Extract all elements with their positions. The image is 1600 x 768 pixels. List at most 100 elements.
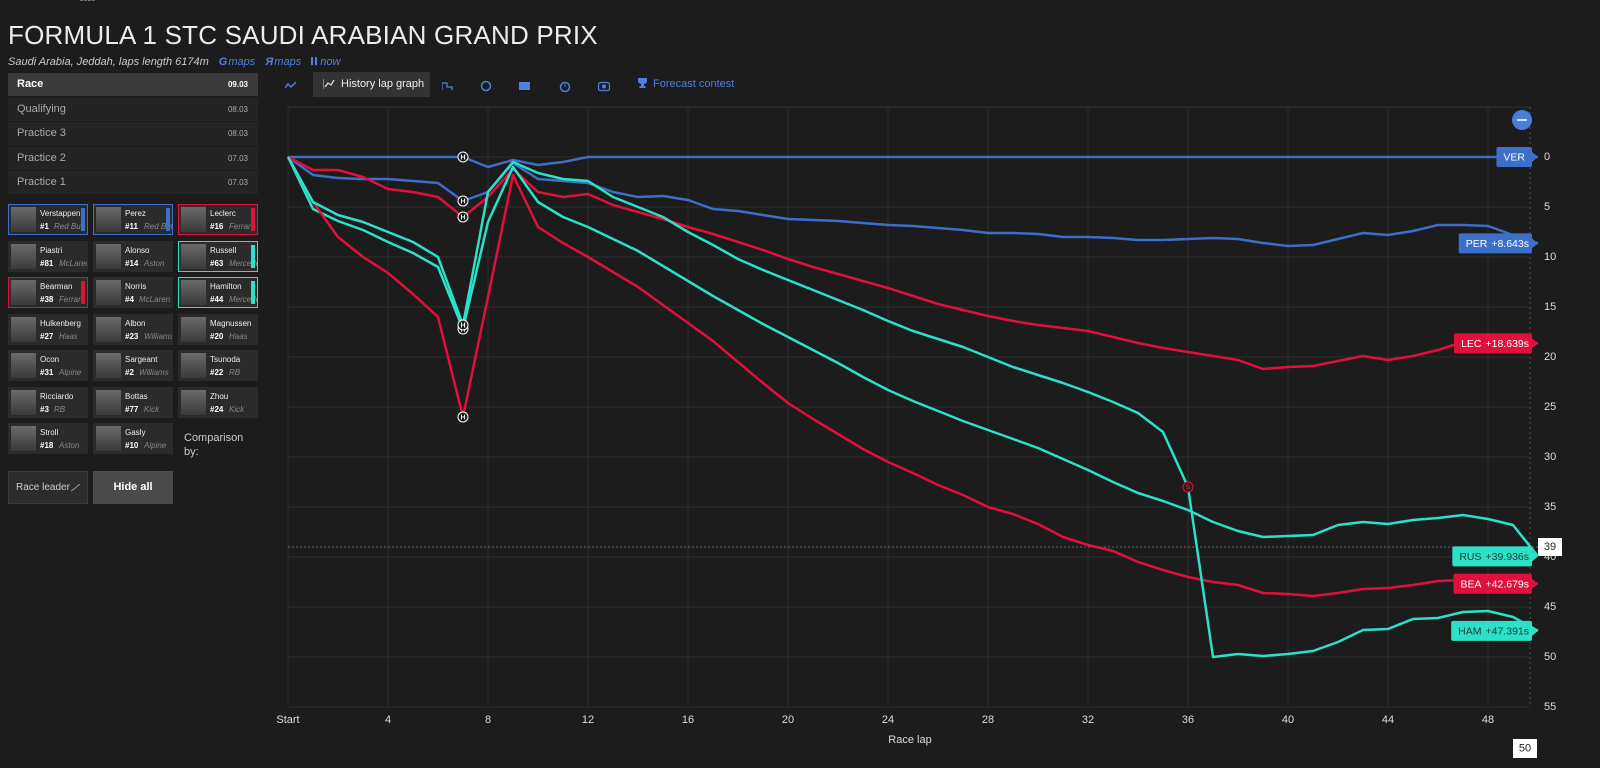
session-date: 08.03: [227, 129, 248, 138]
driver-color-bar: [81, 208, 85, 231]
driver-photo: [181, 353, 206, 378]
session-row[interactable]: Qualifying 08.03: [8, 97, 258, 121]
icon-tab[interactable]: [559, 79, 571, 97]
end-label: BEA +42.679s: [1453, 573, 1538, 594]
driver-card[interactable]: Alonso #14 Aston: [93, 240, 173, 272]
icon-tab[interactable]: [480, 79, 492, 97]
x-tick-label: 20: [782, 714, 794, 726]
driver-card[interactable]: Magnussen #20 Haas: [178, 313, 258, 345]
tab-label: History lap graph: [341, 78, 425, 90]
end-label-arrow: [1532, 338, 1538, 349]
session-row[interactable]: Race 09.03: [8, 73, 258, 96]
driver-photo: [11, 280, 36, 305]
y-tick-label: 0: [1544, 151, 1550, 163]
driver-team: Kick: [229, 404, 245, 414]
driver-card[interactable]: Hulkenberg #27 Haas: [8, 313, 88, 345]
link-label: maps: [228, 56, 256, 68]
driver-card[interactable]: Stroll #18 Aston: [8, 423, 88, 454]
series-name: HAM: [1458, 625, 1481, 637]
session-row[interactable]: Practice 1 07.03: [8, 171, 258, 194]
driver-number: #81: [40, 258, 54, 268]
link-label: now: [320, 56, 341, 68]
icon-tab[interactable]: [519, 79, 531, 97]
pit-marker: [457, 211, 469, 223]
driver-name: Magnussen: [210, 318, 252, 328]
driver-card[interactable]: Norris #4 McLaren: [93, 277, 173, 308]
forecast-tab[interactable]: Forecast contest: [637, 72, 734, 97]
end-label-text: VER: [1503, 151, 1525, 163]
series-name: VER: [1503, 151, 1525, 163]
driver-photo: [96, 389, 121, 415]
driver-name: Hamilton: [210, 282, 242, 291]
driver-card[interactable]: Tsunoda #22 RB: [178, 350, 258, 381]
dropdown[interactable]: Race leader: [8, 471, 88, 504]
x-tick-label: Start: [276, 714, 299, 726]
driver-number: #31: [40, 368, 54, 377]
link-icon: [311, 57, 318, 65]
icon-tab[interactable]: [284, 79, 297, 97]
hide-all-button[interactable]: Hide all: [93, 471, 173, 504]
driver-card[interactable]: Zhou #24 Kick: [178, 386, 258, 418]
pit-marker: [457, 195, 469, 207]
link-icon: Я: [265, 56, 274, 68]
driver-card[interactable]: Leclerc #16 Ferrari: [178, 204, 258, 235]
icon-tab[interactable]: [597, 79, 611, 97]
y-tick-label: 30: [1544, 451, 1556, 463]
driver-team: Red Bull: [144, 222, 173, 231]
driver-photo: [11, 353, 36, 378]
map-link[interactable]: Яmaps: [265, 56, 301, 68]
subtitle: Saudi Arabia, Jeddah, laps length 6174m: [8, 56, 209, 68]
end-label-arrow: [1532, 625, 1538, 636]
subtitle-row: Saudi Arabia, Jeddah, laps length 6174m G…: [8, 56, 340, 68]
end-label-text: PER +8.643s: [1466, 238, 1529, 250]
driver-number: #4: [125, 295, 134, 304]
x-tick-label: 12: [582, 714, 594, 726]
driver-card[interactable]: Bearman #38 Ferrari: [8, 277, 88, 308]
driver-name: Tsunoda: [210, 355, 241, 364]
driver-card[interactable]: Bottas #77 Kick: [93, 386, 173, 418]
map-link[interactable]: now: [311, 56, 340, 68]
driver-card[interactable]: Russell #63 Mercedes: [178, 240, 258, 272]
driver-team: Alpine: [59, 368, 82, 377]
driver-photo: [96, 280, 121, 305]
session-row[interactable]: Practice 2 07.03: [8, 146, 258, 170]
map-link[interactable]: Gmaps: [219, 56, 255, 68]
driver-team: McLaren: [59, 258, 88, 268]
y-tick-label: 45: [1544, 601, 1556, 613]
y-tick-label: 25: [1544, 401, 1556, 413]
driver-number: #23: [125, 331, 139, 341]
series-line: [287, 155, 1539, 371]
driver-card[interactable]: Perez #11 Red Bull: [93, 204, 173, 235]
tab-active[interactable]: History lap graph: [313, 72, 430, 97]
series-name: LEC: [1461, 338, 1482, 350]
driver-number: #27: [40, 331, 54, 341]
session-name: Practice 2: [17, 151, 66, 164]
driver-number: #22: [210, 368, 224, 377]
driver-card[interactable]: Verstappen #1 Red Bull: [8, 204, 88, 235]
pit-marker-label: H: [460, 322, 465, 329]
pit-marker-label: H: [460, 198, 465, 205]
end-label-box: [1452, 546, 1532, 567]
end-label-arrow: [1532, 551, 1538, 562]
driver-photo: [11, 207, 36, 232]
driver-card[interactable]: Piastri #81 McLaren: [8, 240, 88, 272]
driver-team: RB: [54, 404, 66, 414]
zoom-button[interactable]: [1512, 110, 1532, 130]
driver-photo: [181, 280, 206, 305]
driver-card[interactable]: Ocon #31 Alpine: [8, 350, 88, 381]
crosshair-x-label: 50: [1519, 742, 1531, 754]
session-row[interactable]: Practice 3 08.03: [8, 122, 258, 145]
session-name: Practice 3: [17, 127, 66, 139]
driver-card[interactable]: Gasly #10 Alpine: [93, 423, 173, 454]
driver-card[interactable]: Ricciardo #3 RB: [8, 386, 88, 418]
driver-card[interactable]: Albon #23 Williams: [93, 313, 173, 345]
driver-name: Gasly: [125, 428, 146, 437]
driver-number: #77: [125, 404, 139, 414]
driver-team: Aston: [59, 441, 80, 450]
driver-team: Red Bull: [54, 222, 85, 231]
driver-card[interactable]: Sargeant #2 Williams: [93, 350, 173, 381]
driver-card[interactable]: Hamilton #44 Mercedes: [178, 277, 258, 308]
icon-tab[interactable]: [441, 79, 454, 97]
end-label: RUS +39.936s: [1452, 546, 1538, 567]
